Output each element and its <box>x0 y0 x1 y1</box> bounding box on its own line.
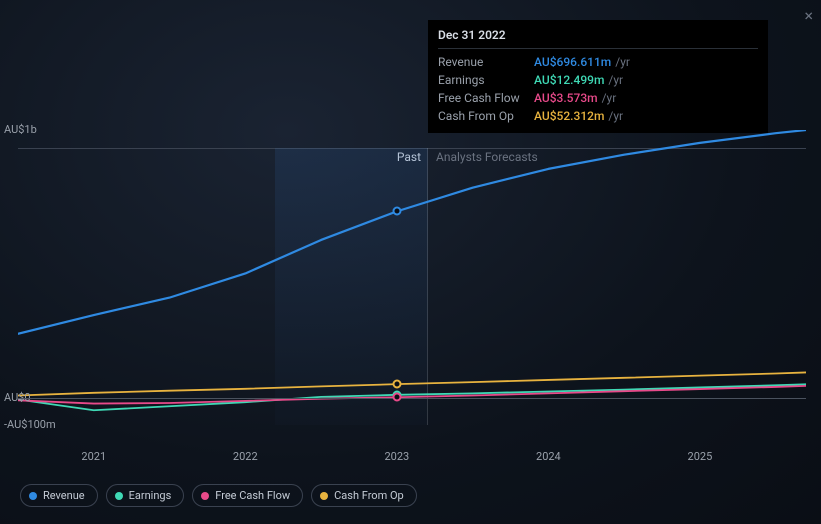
legend-item-revenue[interactable]: Revenue <box>20 484 98 507</box>
tooltip-suffix: /yr <box>608 109 623 123</box>
legend-label: Cash From Op <box>334 489 404 502</box>
tooltip-suffix: /yr <box>615 55 630 69</box>
tooltip-metric-label: Earnings <box>438 73 534 87</box>
tooltip-metric-value: AU$12.499m <box>534 73 604 87</box>
legend-item-fcf[interactable]: Free Cash Flow <box>192 484 303 507</box>
marker-cfo <box>392 380 401 389</box>
tooltip: Dec 31 2022 RevenueAU$696.611m/yrEarning… <box>428 20 768 133</box>
legend-dot <box>29 492 37 500</box>
legend-dot <box>115 492 123 500</box>
tooltip-suffix: /yr <box>602 91 617 105</box>
close-icon[interactable]: × <box>804 6 813 25</box>
tooltip-row: Free Cash FlowAU$3.573m/yr <box>438 89 758 107</box>
y-axis-label: -AU$100m <box>4 418 56 431</box>
legend-item-earnings[interactable]: Earnings <box>106 484 185 507</box>
x-axis-label: 2024 <box>536 450 561 463</box>
tooltip-metric-value: AU$52.312m <box>534 109 604 123</box>
tooltip-date: Dec 31 2022 <box>438 28 758 49</box>
series-line-cfo <box>18 372 806 395</box>
legend: Revenue Earnings Free Cash Flow Cash From O… <box>20 484 417 507</box>
chart-plot-area[interactable] <box>18 130 806 425</box>
legend-item-cfo[interactable]: Cash From Op <box>311 484 417 507</box>
x-axis-label: 2023 <box>384 450 409 463</box>
x-axis-label: 2025 <box>688 450 713 463</box>
x-axis-label: 2021 <box>81 450 106 463</box>
tooltip-row: Cash From OpAU$52.312m/yr <box>438 107 758 125</box>
legend-label: Free Cash Flow <box>215 489 290 502</box>
marker-fcf <box>392 393 401 402</box>
tooltip-metric-label: Cash From Op <box>438 109 534 123</box>
tooltip-row: EarningsAU$12.499m/yr <box>438 71 758 89</box>
tooltip-metric-value: AU$696.611m <box>534 55 611 69</box>
tooltip-metric-value: AU$3.573m <box>534 91 598 105</box>
marker-revenue <box>392 207 401 216</box>
chart-svg <box>18 130 806 425</box>
tooltip-metric-label: Free Cash Flow <box>438 91 534 105</box>
y-axis-label: AU$1b <box>4 123 37 136</box>
tooltip-suffix: /yr <box>608 73 623 87</box>
tooltip-rows: RevenueAU$696.611m/yrEarningsAU$12.499m/… <box>438 53 758 125</box>
tooltip-row: RevenueAU$696.611m/yr <box>438 53 758 71</box>
legend-dot <box>320 492 328 500</box>
tooltip-metric-label: Revenue <box>438 55 534 69</box>
legend-label: Earnings <box>129 489 172 502</box>
legend-label: Revenue <box>43 489 85 502</box>
legend-dot <box>201 492 209 500</box>
x-axis-label: 2022 <box>233 450 258 463</box>
series-line-revenue <box>18 130 806 334</box>
zero-gridline <box>18 398 806 399</box>
